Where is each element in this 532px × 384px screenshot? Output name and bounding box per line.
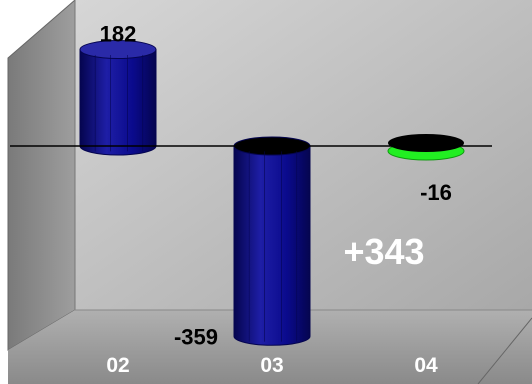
data-label-03: -359 bbox=[174, 324, 218, 349]
x-tick-03: 03 bbox=[260, 354, 283, 377]
data-label-04: -16 bbox=[420, 180, 452, 205]
data-label-02: 182 bbox=[100, 22, 137, 47]
chart-floor bbox=[8, 310, 532, 384]
bar-cap bbox=[388, 134, 464, 152]
bar-02 bbox=[79, 40, 157, 156]
chart-left-wall bbox=[7, 0, 76, 351]
bar-cap bbox=[79, 40, 157, 60]
bar-04 bbox=[387, 134, 465, 161]
change-annotation: +343 bbox=[343, 231, 424, 272]
x-tick-02: 02 bbox=[106, 354, 129, 377]
x-tick-04: 04 bbox=[414, 354, 438, 377]
chart-right-floor-edge bbox=[477, 317, 532, 384]
bar-03 bbox=[233, 136, 311, 346]
